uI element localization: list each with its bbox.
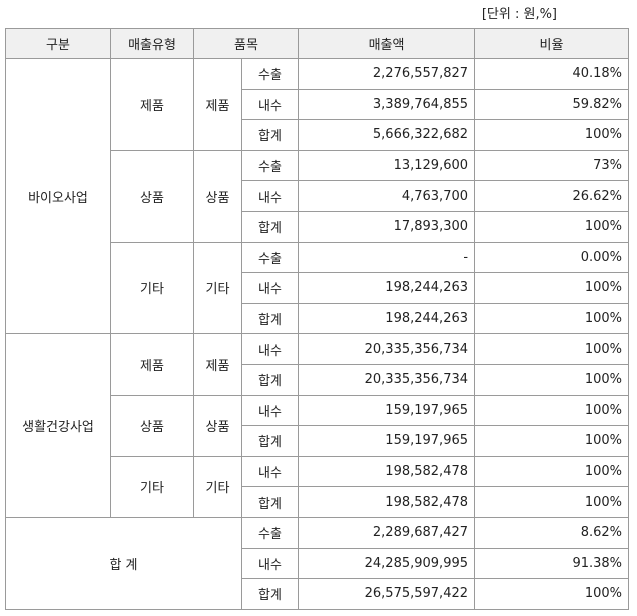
row-kind: 합계 xyxy=(240,119,300,151)
item: 기타 xyxy=(193,455,242,518)
section-name: 생활건강사업 xyxy=(5,333,111,518)
amount: 198,582,478 xyxy=(298,455,476,488)
item: 상품 xyxy=(193,394,242,457)
row-kind: 내수 xyxy=(240,272,300,304)
ratio: 100% xyxy=(474,333,630,365)
row-kind: 내수 xyxy=(240,394,300,427)
row-kind: 수출 xyxy=(240,58,300,90)
row-kind: 내수 xyxy=(240,455,300,488)
section-name: 바이오사업 xyxy=(5,57,111,335)
table-row: 바이오사업 제품 제품 수출 2,276,557,827 40.18% xyxy=(5,57,630,335)
sales-type: 제품 xyxy=(110,333,194,396)
amount: 4,763,700 xyxy=(298,180,476,212)
ratio: 100% xyxy=(474,272,630,304)
row-kind: 합계 xyxy=(240,578,300,610)
item: 상품 xyxy=(193,149,242,243)
table-row: 합 계 수출 2,289,687,427 8.62% xyxy=(5,516,630,610)
header-cell: 구분 xyxy=(5,28,111,59)
amount: 17,893,300 xyxy=(298,210,476,243)
ratio: 40.18% xyxy=(474,58,630,90)
row-kind: 수출 xyxy=(240,149,300,182)
amount: - xyxy=(298,241,476,274)
row-kind: 내수 xyxy=(240,333,300,365)
amount: 20,335,356,734 xyxy=(298,333,476,365)
table-row: 합계 26,575,597,422 100% xyxy=(6,578,630,610)
amount: 198,244,263 xyxy=(298,302,476,335)
ratio: 100% xyxy=(474,455,630,488)
header-row: 구분 매출유형 품목 매출액 비율 xyxy=(5,28,630,59)
row-kind: 내수 xyxy=(240,88,300,121)
table-row: 생활건강사업 제품 제품 내수 20,335,356,734 100% xyxy=(5,333,630,518)
row-kind: 합계 xyxy=(240,425,300,457)
row-kind: 내수 xyxy=(240,547,300,580)
table-body: 바이오사업 제품 제품 수출 2,276,557,827 40.18% 내수 3,389,76… xyxy=(5,57,630,610)
ratio: 100% xyxy=(474,119,630,151)
row-kind: 수출 xyxy=(240,516,300,549)
sales-type: 기타 xyxy=(110,241,194,335)
row-kind: 합계 xyxy=(240,363,300,396)
ratio: 0.00% xyxy=(474,241,630,274)
table-row: 합계 159,197,965 100% xyxy=(6,425,630,457)
item: 제품 xyxy=(193,58,242,151)
amount: 159,197,965 xyxy=(298,394,476,427)
table-row: 기타 기타 내수 198,582,478 100% xyxy=(6,455,630,518)
table-row: 합계 198,582,478 100% xyxy=(6,486,630,518)
header-cell: 품목 xyxy=(192,28,300,59)
sales-type: 제품 xyxy=(110,58,194,151)
table-row: 합계 17,893,300 100% xyxy=(6,210,630,243)
amount: 2,276,557,827 xyxy=(298,58,476,90)
sales-type: 상품 xyxy=(110,394,194,457)
total-label: 합 계 xyxy=(5,516,242,610)
header-cell: 매출액 xyxy=(298,28,476,59)
ratio: 100% xyxy=(474,425,630,457)
amount: 2,289,687,427 xyxy=(298,516,476,549)
ratio: 73% xyxy=(474,149,630,182)
item: 기타 xyxy=(193,241,242,335)
amount: 20,335,356,734 xyxy=(298,363,476,396)
ratio: 100% xyxy=(474,302,630,335)
row-kind: 내수 xyxy=(240,180,300,212)
amount: 24,285,909,995 xyxy=(298,547,476,580)
table-row: 합계 5,666,322,682 100% xyxy=(6,119,630,151)
amount: 159,197,965 xyxy=(298,425,476,457)
header-cell: 비율 xyxy=(474,28,630,59)
ratio: 100% xyxy=(474,363,630,396)
amount: 26,575,597,422 xyxy=(298,578,476,610)
sales-table: 구분 매출유형 품목 매출액 비율 바이오사업 제품 제품 수출 2,276,557,8… xyxy=(5,28,630,610)
unit-label: [단위 : 원,%] xyxy=(481,7,557,22)
table-row: 상품 상품 수출 13,129,600 73% xyxy=(6,149,630,243)
ratio: 100% xyxy=(474,578,630,610)
amount: 198,244,263 xyxy=(298,272,476,304)
table-row: 내수 4,763,700 26.62% xyxy=(6,180,630,212)
table-row: 내수 3,389,764,855 59.82% xyxy=(6,88,630,121)
amount: 3,389,764,855 xyxy=(298,88,476,121)
row-kind: 합계 xyxy=(240,210,300,243)
ratio: 8.62% xyxy=(474,516,630,549)
row-kind: 합계 xyxy=(240,302,300,335)
table-row: 합계 20,335,356,734 100% xyxy=(6,363,630,396)
amount: 13,129,600 xyxy=(298,149,476,182)
sales-type: 상품 xyxy=(110,149,194,243)
table-row: 기타 기타 수출 -0.00% xyxy=(6,241,630,335)
ratio: 91.38% xyxy=(474,547,630,580)
sales-type: 기타 xyxy=(110,455,194,518)
row-kind: 합계 xyxy=(240,486,300,518)
ratio: 26.62% xyxy=(474,180,630,212)
amount: 5,666,322,682 xyxy=(298,119,476,151)
ratio: 100% xyxy=(474,394,630,427)
ratio: 100% xyxy=(474,210,630,243)
ratio: 59.82% xyxy=(474,88,630,121)
amount: 198,582,478 xyxy=(298,486,476,518)
ratio: 100% xyxy=(474,486,630,518)
row-kind: 수출 xyxy=(240,241,300,274)
item: 제품 xyxy=(193,333,242,396)
header-cell: 매출유형 xyxy=(110,28,194,59)
